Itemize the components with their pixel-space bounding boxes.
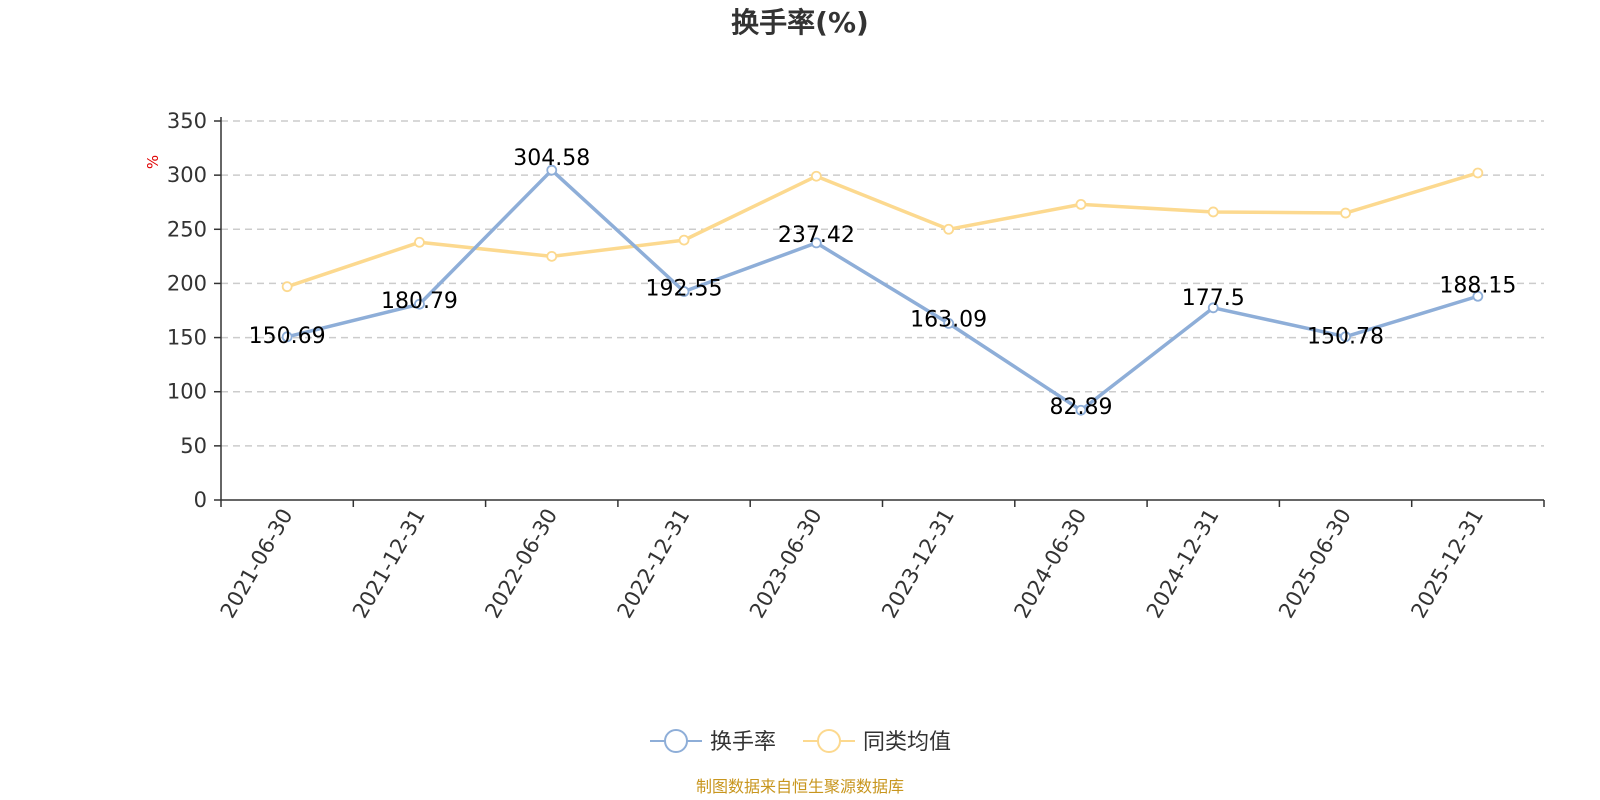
data-point-0[interactable] (1207, 302, 1219, 314)
data-point-1[interactable] (1207, 206, 1219, 218)
data-point-0[interactable] (1340, 331, 1351, 343)
data-label: 180.79 (381, 289, 458, 314)
x-tick-label: 2025-12-31 (1406, 505, 1488, 623)
data-point-1[interactable] (546, 250, 558, 262)
data-point-0[interactable] (678, 286, 690, 297)
x-tick-label: 2023-06-30 (745, 505, 827, 623)
chart-title: 换手率(%) (731, 6, 869, 39)
y-tick-label: 50 (180, 434, 207, 458)
y-tick-label: 300 (167, 163, 207, 187)
data-label: 237.42 (778, 223, 855, 248)
data-point-0[interactable] (1472, 290, 1484, 302)
data-labels: 150.69 180.79 304.58 192.55 237.42 163.09 82.8… (249, 146, 1517, 420)
x-tick-label: 2021-12-31 (348, 505, 430, 623)
data-point-0[interactable] (943, 317, 955, 329)
legend-label[interactable]: 同类均值 (863, 730, 951, 755)
legend-label[interactable]: 换手率 (710, 730, 776, 755)
data-label: 177.5 (1182, 286, 1245, 311)
data-label: 150.69 (249, 324, 326, 349)
data-label: 150.78 (1307, 325, 1384, 350)
y-tick-label: 150 (167, 326, 207, 350)
data-label: 82.89 (1049, 395, 1112, 420)
data-point-1[interactable] (1340, 207, 1351, 219)
data-point-0[interactable] (281, 331, 293, 343)
data-point-0[interactable] (810, 237, 822, 249)
series-line-1 (286, 171, 1479, 289)
legend-marker[interactable] (664, 729, 688, 753)
x-tick-label: 2022-06-30 (480, 505, 562, 623)
data-label: 304.58 (513, 146, 590, 171)
data-point-1[interactable] (810, 170, 822, 182)
legend-marker[interactable] (817, 729, 841, 753)
legend[interactable]: 换手率 同类均值 (650, 729, 951, 755)
y-axis: 0 50 100 150 200 250 300 350 (167, 109, 222, 512)
data-label: 188.15 (1439, 273, 1516, 298)
y-tick-label: 200 (167, 271, 207, 295)
y-tick-label: 0 (194, 488, 207, 512)
series-line-0 (286, 168, 1479, 412)
data-point-0[interactable] (1075, 404, 1087, 416)
data-point-1[interactable] (281, 281, 293, 293)
y-axis-unit: % (144, 155, 162, 169)
x-tick-label: 2024-06-30 (1009, 505, 1091, 623)
x-tick-label: 2025-06-30 (1274, 505, 1356, 623)
y-tick-label: 250 (167, 217, 207, 241)
data-point-1[interactable] (1472, 167, 1484, 179)
data-point-1[interactable] (943, 223, 955, 235)
data-point-1[interactable] (414, 236, 425, 248)
x-tick-label: 2021-06-30 (216, 505, 298, 623)
x-tick-label: 2023-12-31 (877, 505, 959, 623)
x-tick-label: 2022-12-31 (613, 505, 695, 623)
x-axis: 2021-06-30 2021-12-31 2022-06-30 2022-12-31… (216, 499, 1545, 623)
data-point-1[interactable] (678, 234, 690, 246)
data-point-0[interactable] (414, 298, 425, 310)
data-point-0[interactable] (546, 164, 558, 176)
source-note: 制图数据来自恒生聚源数据库 (696, 777, 904, 796)
y-tick-label: 350 (167, 109, 207, 133)
data-point-1[interactable] (1075, 198, 1087, 210)
series-layer (281, 164, 1484, 416)
data-label: 163.09 (910, 307, 987, 332)
data-label: 192.55 (646, 276, 723, 301)
y-tick-label: 100 (167, 380, 207, 404)
x-tick-label: 2024-12-31 (1142, 505, 1224, 623)
